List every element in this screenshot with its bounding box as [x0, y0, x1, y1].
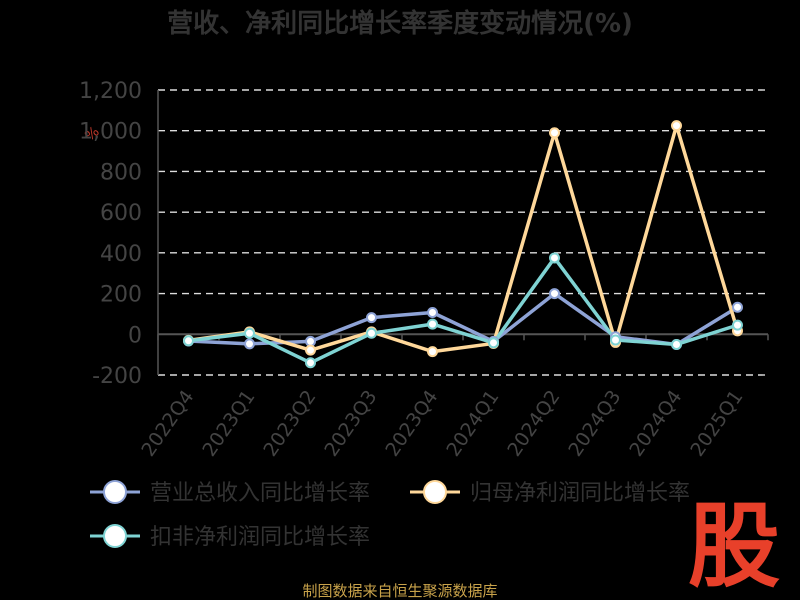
data-point[interactable]	[427, 307, 438, 319]
data-point[interactable]	[671, 120, 682, 132]
x-tick-label: 2023Q3	[320, 386, 381, 460]
series-points	[183, 120, 743, 369]
y-tick-label: 1,200	[79, 79, 142, 104]
data-point[interactable]	[366, 327, 377, 339]
data-point[interactable]	[732, 301, 743, 313]
legend-marker-revenue	[103, 480, 127, 504]
legend-item-deducted-profit[interactable]: 扣非净利润同比增长率	[90, 524, 370, 550]
data-point[interactable]	[549, 288, 560, 300]
y-tick-label: 0	[128, 323, 142, 348]
x-tick-label: 2024Q2	[503, 386, 564, 460]
legend: 营业总收入同比增长率 归母净利润同比增长率 扣非净利润同比增长率	[90, 480, 690, 550]
y-tick-label: 800	[100, 160, 142, 185]
y-tick-label: -200	[92, 364, 142, 389]
x-tick-label: 2024Q4	[625, 386, 686, 460]
x-tick-label: 2024Q1	[442, 386, 503, 460]
legend-item-revenue[interactable]: 营业总收入同比增长率	[90, 480, 370, 506]
legend-item-net-profit[interactable]: 归母净利润同比增长率	[410, 480, 690, 506]
legend-label-revenue: 营业总收入同比增长率	[150, 481, 370, 506]
legend-label-net-profit: 归母净利润同比增长率	[470, 481, 690, 506]
x-tick-label: 2023Q4	[381, 386, 442, 460]
legend-label-deducted-profit: 扣非净利润同比增长率	[150, 525, 370, 550]
data-point[interactable]	[610, 334, 621, 346]
data-point[interactable]	[366, 312, 377, 324]
x-tick-label: 2022Q4	[137, 386, 198, 460]
x-tick-label: 2023Q2	[259, 386, 320, 460]
x-tick-label: 2023Q1	[198, 386, 259, 460]
series-lines	[188, 123, 740, 365]
data-point[interactable]	[549, 127, 560, 139]
y-tick-label: 200	[100, 283, 142, 308]
logo-stock-glyph: 股	[688, 493, 780, 600]
x-axis-ticks: 2022Q4 2023Q1 2023Q2 2023Q3 2023Q4 2024Q1 2024…	[137, 386, 747, 460]
data-point[interactable]	[183, 335, 194, 347]
y-axis-ticks: 1,200 1,000 800 600 400 200 0 -200	[79, 79, 142, 389]
data-point[interactable]	[427, 318, 438, 330]
series-line-1	[188, 123, 740, 354]
grid-lines	[158, 89, 768, 376]
data-point[interactable]	[305, 357, 316, 369]
data-point[interactable]	[305, 344, 316, 356]
data-point[interactable]	[732, 319, 743, 331]
legend-marker-net-profit	[423, 480, 447, 504]
data-point[interactable]	[305, 335, 316, 347]
y-tick-label: 1,000	[79, 120, 142, 145]
data-point[interactable]	[244, 327, 255, 339]
legend-marker-deducted-profit	[103, 524, 127, 548]
y-tick-label: 600	[100, 201, 142, 226]
source-note: 制图数据来自恒生聚源数据库	[302, 582, 497, 600]
data-point[interactable]	[549, 252, 560, 264]
series-line-2	[188, 256, 739, 365]
x-tick-label: 2025Q1	[686, 386, 747, 460]
data-point[interactable]	[671, 338, 682, 350]
chart-title: 营收、净利同比增长率季度变动情况(%)	[167, 8, 633, 39]
data-point[interactable]	[488, 337, 499, 349]
y-tick-label: 400	[100, 242, 142, 267]
data-point[interactable]	[427, 346, 438, 358]
x-tick-label: 2024Q3	[564, 386, 625, 460]
data-point[interactable]	[244, 338, 255, 350]
